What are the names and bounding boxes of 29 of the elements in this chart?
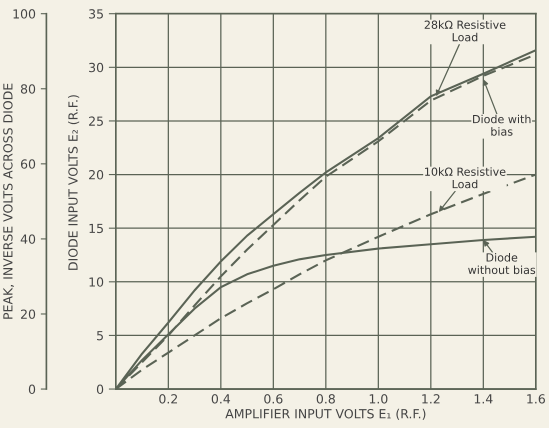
y-tick-label: 30 [89,62,104,72]
annotation: Diode with bias [473,114,530,136]
x-tick-label: 1.4 [474,394,493,404]
y2-tick-label: 80 [20,84,36,94]
y-tick-label: 15 [90,224,103,234]
y2-axis-title: PEAK, INVERSE VOLTS ACROSS DIODE [3,84,14,319]
y-tick-label: 25 [89,116,103,126]
y-tick-label: 20 [89,170,104,180]
annotation: 10kΩ Resistive Load [425,167,506,188]
y-tick-label: 0 [96,384,104,394]
x-tick-label: 0.4 [212,394,230,404]
x-axis-title: AMPLIFIER INPUT VOLTS E₁ (R.F.) [225,408,426,420]
y-tick-label: 5 [97,331,103,340]
x-tick-label: 0.6 [264,394,282,404]
x-tick-label: 1.0 [370,394,388,404]
x-tick-label: 1.2 [422,394,440,404]
y-tick-label: 10 [90,277,104,287]
annotation: 28kΩ Resistive Load [424,20,506,42]
y2-tick-label: 100 [13,9,36,19]
x-tick-label: 1.6 [527,394,545,404]
y2-tick-label: 40 [20,234,36,244]
annotation: Diode without bias [468,253,536,274]
x-tick-label: 0.8 [316,394,335,404]
y2-tick-label: 60 [20,159,36,169]
y2-tick-label: 0 [28,384,36,394]
y-tick-label: 35 [89,9,103,19]
y-axis-title: DIODE INPUT VOLTS E₂ (R.F.) [68,95,80,270]
y2-tick-label: 20 [20,309,36,319]
x-tick-label: 0.2 [159,394,178,404]
